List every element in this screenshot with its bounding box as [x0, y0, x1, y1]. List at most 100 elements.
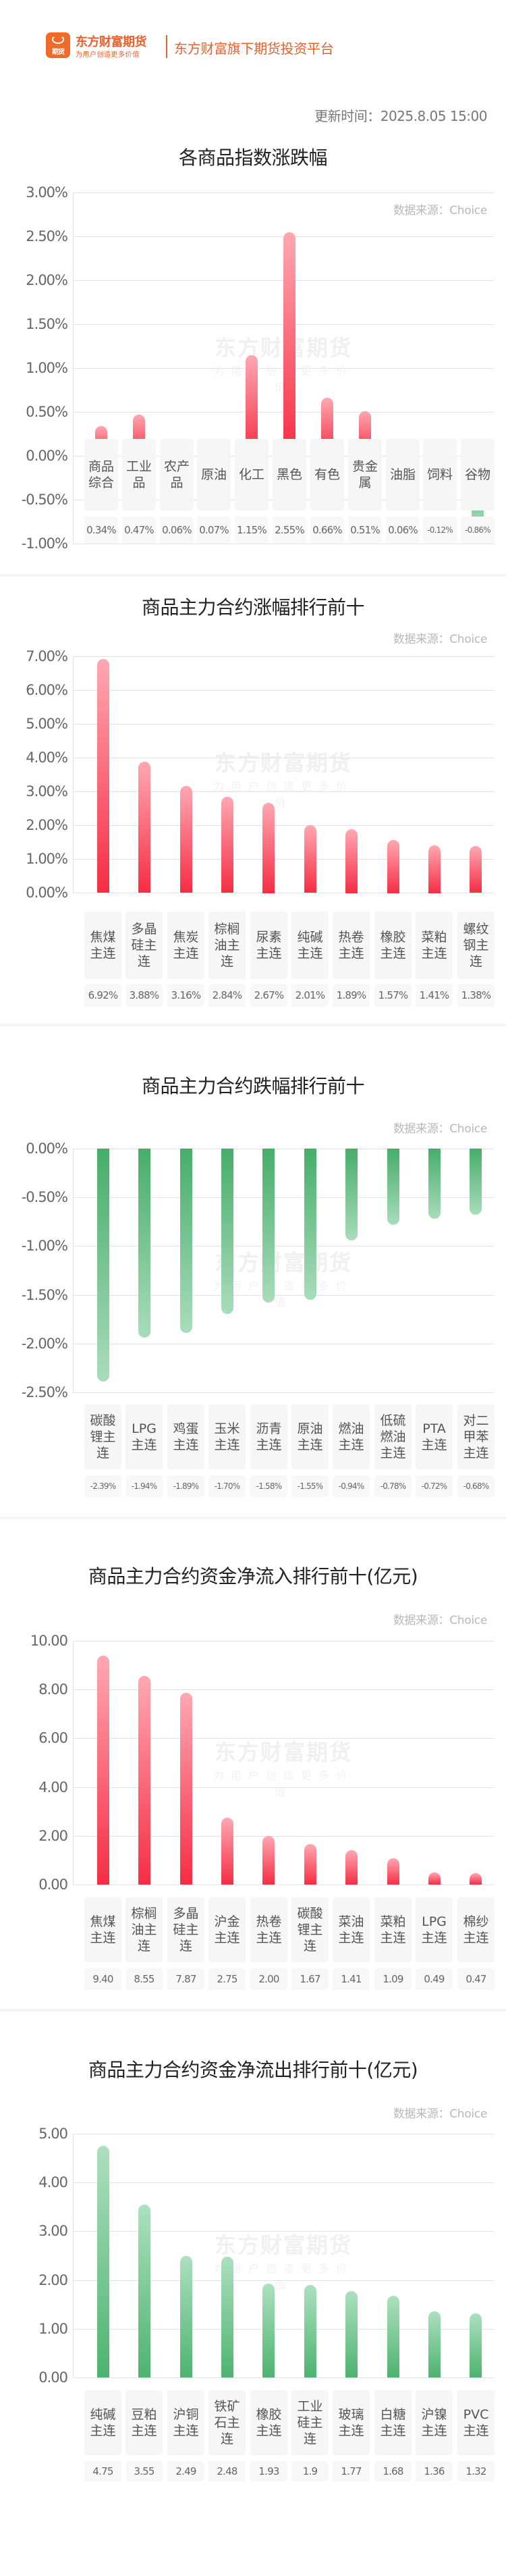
- category-label: 菜油主连: [333, 1897, 370, 1962]
- value-label: -0.68%: [457, 1475, 495, 1497]
- gridline: [73, 791, 494, 792]
- bar[interactable]: [221, 1149, 233, 1314]
- y-tick-label: 1.00%: [26, 851, 68, 867]
- bar[interactable]: [304, 825, 316, 893]
- value-label: 6.92%: [84, 984, 121, 1007]
- value-label: 2.49: [167, 2461, 204, 2481]
- bar[interactable]: [470, 1149, 482, 1215]
- category-label: 焦炭主连: [167, 912, 204, 979]
- y-tick-label: 3.00%: [26, 783, 68, 799]
- bar[interactable]: [138, 1676, 150, 1885]
- bar[interactable]: [345, 1850, 358, 1885]
- value-label: 1.77: [333, 2461, 370, 2481]
- bar[interactable]: [428, 2311, 441, 2377]
- category-label: 热卷主连: [333, 912, 370, 979]
- value-label: 0.51%: [348, 517, 382, 544]
- category-label: 原油: [197, 439, 231, 510]
- chart-title: 商品主力合约资金净流出排行前十(亿元): [88, 2059, 418, 2081]
- bar[interactable]: [283, 232, 296, 456]
- gridline: [73, 1392, 494, 1393]
- value-label: 1.32: [457, 2461, 495, 2481]
- bar[interactable]: [180, 1149, 192, 1333]
- bar[interactable]: [138, 762, 150, 893]
- bar[interactable]: [428, 1149, 441, 1219]
- gridline: [73, 1836, 494, 1837]
- bar[interactable]: [428, 845, 441, 893]
- bar[interactable]: [97, 1656, 109, 1885]
- gridline: [73, 1738, 494, 1739]
- bar[interactable]: [97, 1149, 109, 1382]
- bar[interactable]: [470, 1873, 482, 1885]
- gridline: [73, 690, 494, 691]
- bar[interactable]: [221, 1818, 233, 1885]
- category-label: 多晶硅主连: [125, 912, 163, 979]
- y-tick-label: 4.00%: [26, 750, 68, 766]
- category-label: 纯碱主连: [291, 912, 329, 979]
- gridline: [73, 2329, 494, 2330]
- category-label: 玉米主连: [208, 1404, 246, 1469]
- bar[interactable]: [304, 1844, 316, 1885]
- bar[interactable]: [97, 659, 109, 893]
- bar[interactable]: [262, 1149, 275, 1303]
- y-tick-label: 8.00: [38, 1681, 68, 1698]
- brand-tagline: 东方财富旗下期货投资平台: [174, 41, 334, 57]
- value-label: 1.41%: [416, 984, 453, 1007]
- category-label: 化工: [235, 439, 269, 510]
- logo-swirl-icon: [52, 35, 64, 44]
- bar[interactable]: [246, 355, 258, 456]
- bar[interactable]: [387, 1149, 399, 1225]
- y-tick-label: 1.00%: [26, 360, 68, 376]
- bar[interactable]: [345, 2291, 358, 2377]
- value-label: 0.06%: [160, 517, 194, 544]
- value-label: 2.55%: [273, 517, 306, 544]
- bar[interactable]: [262, 1836, 275, 1885]
- category-label: 棕榈油主连: [208, 912, 246, 979]
- category-label: 纯碱主连: [84, 2390, 121, 2455]
- category-label: 橡胶主连: [374, 912, 412, 979]
- y-tick-label: -1.50%: [21, 1287, 68, 1303]
- bar[interactable]: [221, 797, 233, 893]
- bar[interactable]: [97, 2146, 109, 2377]
- category-label: 焦煤主连: [84, 912, 121, 979]
- bar[interactable]: [180, 786, 192, 893]
- bar[interactable]: [387, 840, 399, 893]
- bar[interactable]: [304, 1149, 316, 1300]
- value-label: 9.40: [84, 1968, 121, 1990]
- brand-separator: [166, 35, 167, 58]
- y-tick-label: 0.00%: [26, 885, 68, 901]
- bar[interactable]: [470, 846, 482, 893]
- bar[interactable]: [180, 2256, 192, 2377]
- y-tick-label: 2.50%: [26, 228, 68, 244]
- value-label: 1.67: [291, 1968, 329, 1990]
- bar[interactable]: [428, 1872, 441, 1885]
- bar[interactable]: [470, 2313, 482, 2377]
- bar[interactable]: [304, 2285, 316, 2377]
- bar[interactable]: [138, 2205, 150, 2377]
- gridline: [73, 1689, 494, 1690]
- value-label: 1.36: [416, 2461, 453, 2481]
- chart-title: 商品主力合约跌幅排行前十: [141, 1075, 365, 1097]
- y-tick-label: 6.00: [38, 1730, 68, 1746]
- section-divider: [0, 1517, 506, 1519]
- category-label: 白糖主连: [374, 2390, 412, 2455]
- bar[interactable]: [345, 1149, 358, 1240]
- bar[interactable]: [221, 2257, 233, 2377]
- value-label: 2.67%: [250, 984, 287, 1007]
- value-label: -1.58%: [250, 1475, 287, 1497]
- bar[interactable]: [138, 1149, 150, 1338]
- category-label: 多晶硅主连: [167, 1897, 204, 1962]
- bar[interactable]: [180, 1693, 192, 1885]
- bar[interactable]: [262, 2284, 275, 2377]
- bar[interactable]: [345, 829, 358, 893]
- bar[interactable]: [387, 2296, 399, 2377]
- chart-title: 商品主力合约资金净流入排行前十(亿元): [88, 1565, 418, 1587]
- bar[interactable]: [262, 803, 275, 893]
- category-label: 低硫燃油主连: [374, 1404, 412, 1469]
- data-source-label: 数据来源：Choice: [393, 1614, 488, 1627]
- chart-title: 各商品指数涨跌幅: [178, 147, 328, 169]
- gridline: [73, 2231, 494, 2232]
- watermark-logo: 东方财富期货: [214, 1739, 352, 1765]
- bar[interactable]: [387, 1858, 399, 1885]
- value-label: 1.41: [333, 1968, 370, 1990]
- y-tick-label: -2.00%: [21, 1336, 68, 1352]
